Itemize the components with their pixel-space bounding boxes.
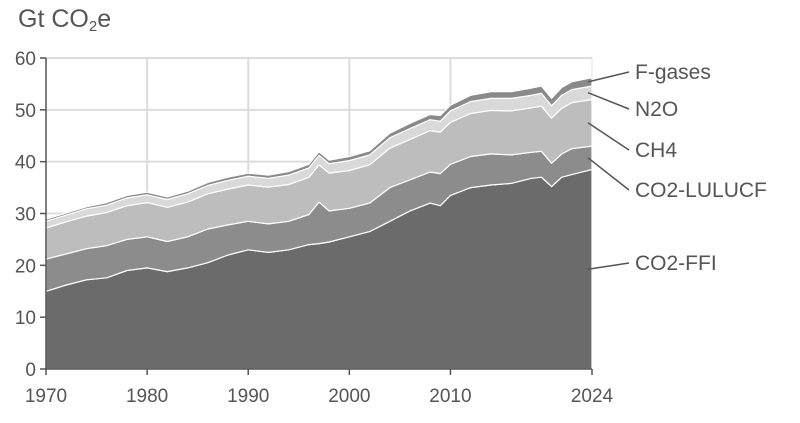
legend-label-n2o: N2O bbox=[635, 98, 678, 121]
x-tick-label: 2000 bbox=[328, 386, 370, 407]
x-tick-label: 2010 bbox=[429, 386, 471, 407]
area-f-gases bbox=[45, 77, 593, 222]
unit-title-main: Gt CO bbox=[18, 5, 89, 33]
chart-unit-title: Gt CO2e bbox=[18, 5, 111, 35]
legend-label-f-gases: F-gases bbox=[635, 61, 711, 84]
x-tick-label: 1980 bbox=[126, 386, 168, 407]
legend-leader-line bbox=[587, 262, 630, 270]
y-tick-label: 60 bbox=[15, 49, 36, 70]
legend-leader-line bbox=[587, 92, 630, 110]
y-tick-label: 30 bbox=[15, 205, 36, 226]
x-tick-label: 2024 bbox=[571, 386, 614, 407]
y-tick-label: 0 bbox=[25, 360, 36, 381]
y-tick-label: 20 bbox=[15, 256, 36, 277]
x-tick-label: 1990 bbox=[227, 386, 269, 407]
x-tick-label: 1970 bbox=[25, 386, 67, 407]
y-tick-label: 50 bbox=[15, 101, 36, 122]
legend-leader-line bbox=[587, 122, 630, 151]
legend-leader-line bbox=[587, 71, 630, 83]
legend-leader-line bbox=[587, 157, 630, 191]
y-tick-label: 40 bbox=[15, 153, 36, 174]
unit-title-suffix: e bbox=[97, 5, 112, 33]
y-tick-label: 10 bbox=[15, 308, 36, 329]
legend-label-ch4: CH4 bbox=[635, 139, 677, 162]
legend-label-co2-lulucf: CO2-LULUCF bbox=[635, 179, 767, 202]
legend-label-co2-ffi: CO2-FFI bbox=[635, 252, 717, 275]
unit-title-subscript: 2 bbox=[88, 18, 98, 35]
